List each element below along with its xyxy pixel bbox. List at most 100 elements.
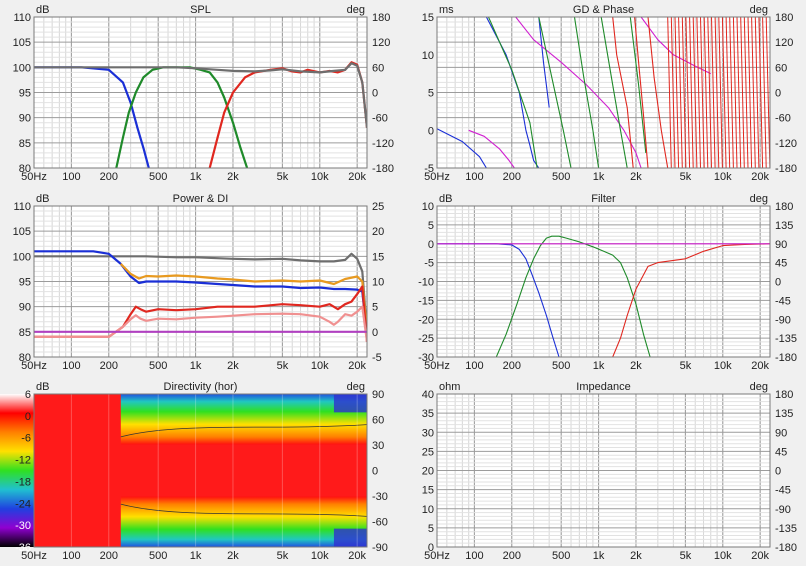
x-tick-label: 50Hz <box>424 550 450 562</box>
y-right-tick-label: 90 <box>372 389 384 401</box>
x-tick-label: 20k <box>751 360 769 372</box>
y-left-tick-label: 85 <box>19 138 31 150</box>
right-unit-label: deg <box>750 4 768 16</box>
x-tick-label: 500 <box>552 360 570 372</box>
y-left-tick-label: 15 <box>422 485 434 497</box>
x-tick-label: 5k <box>277 550 289 562</box>
x-tick-label: 100 <box>62 550 80 562</box>
x-tick-label: 20k <box>348 360 366 372</box>
y-left-tick-label: -25 <box>418 333 434 345</box>
chart-title: Directivity (hor) <box>164 381 238 393</box>
plot-border <box>436 16 771 169</box>
x-tick-label: 200 <box>100 360 118 372</box>
series-line-2 <box>612 243 770 357</box>
x-tick-label: 10k <box>714 171 732 183</box>
y-right-tick-label: -135 <box>775 333 797 345</box>
y-right-tick-label: -90 <box>775 314 791 326</box>
series-line-0 <box>437 243 560 357</box>
y-left-tick-label: 100 <box>13 251 31 263</box>
chart-title: Filter <box>591 193 616 205</box>
y-right-tick-label: 0 <box>372 88 378 100</box>
x-tick-label: 100 <box>465 171 483 183</box>
plot-border <box>33 205 368 358</box>
y-left-tick-label: 0 <box>428 542 434 554</box>
y-right-tick-label: -180 <box>775 352 797 364</box>
x-tick-label: 500 <box>552 171 570 183</box>
x-tick-label: 5k <box>680 550 692 562</box>
x-tick-label: 200 <box>503 360 521 372</box>
series-line-6 <box>487 17 538 168</box>
y-left-tick-label: 15 <box>422 12 434 24</box>
y-left-tick-label: 25 <box>422 446 434 458</box>
series-line-1 <box>485 17 540 168</box>
y-right-tick-label: -5 <box>372 352 382 364</box>
y-right-tick-label: -30 <box>372 491 388 503</box>
x-tick-label: 20k <box>348 171 366 183</box>
right-unit-label: deg <box>347 4 365 16</box>
y-right-tick-label: 45 <box>775 446 787 458</box>
x-tick-label: 10k <box>311 360 329 372</box>
x-tick-label: 5k <box>680 171 692 183</box>
x-tick-label: 5k <box>277 171 289 183</box>
y-right-tick-label: -120 <box>775 138 797 150</box>
y-right-tick-label: 0 <box>372 327 378 339</box>
y-left-tick-label: 90 <box>19 302 31 314</box>
y-left-tick-label: -30 <box>418 352 434 364</box>
y-left-tick-label: 0 <box>428 239 434 251</box>
y-right-tick-label: -60 <box>372 113 388 125</box>
right-unit-label: deg <box>347 381 365 393</box>
x-tick-label: 10k <box>714 550 732 562</box>
x-tick-label: 1k <box>190 171 202 183</box>
y-left-tick-label: 85 <box>19 327 31 339</box>
x-tick-label: 200 <box>503 171 521 183</box>
x-tick-label: 100 <box>62 360 80 372</box>
y-right-tick-label: 90 <box>775 239 787 251</box>
contour-line <box>120 424 368 438</box>
colorbar-tick-label: -30 <box>15 520 31 532</box>
series-line-9 <box>600 17 628 168</box>
y-right-tick-label: 10 <box>372 277 384 289</box>
x-tick-label: 5k <box>680 360 692 372</box>
x-tick-label: 2k <box>227 550 239 562</box>
x-tick-label: 200 <box>100 171 118 183</box>
y-left-tick-label: 5 <box>428 220 434 232</box>
power-di-chart: 50Hz 100 200 500 1k 2k 5k 10k 20k110105100959085… <box>13 193 385 372</box>
right-unit-label: deg <box>750 381 768 393</box>
y-right-tick-label: 180 <box>775 12 793 24</box>
x-tick-label: 1k <box>593 171 605 183</box>
series-line-10 <box>629 17 647 153</box>
x-tick-label: 2k <box>227 171 239 183</box>
series-line-3 <box>34 62 367 128</box>
left-unit-label: dB <box>439 193 452 205</box>
x-tick-label: 20k <box>751 171 769 183</box>
y-left-tick-label: 35 <box>422 408 434 420</box>
series-line-3 <box>34 285 367 342</box>
series-line-4 <box>34 305 367 343</box>
x-tick-label: 50Hz <box>21 550 47 562</box>
x-tick-label: 1k <box>593 550 605 562</box>
series-line-8 <box>573 17 600 168</box>
y-left-tick-label: 105 <box>13 226 31 238</box>
series-line-3 <box>468 129 515 168</box>
hf-beam-bottom <box>333 528 367 547</box>
directivity-top-band <box>120 394 368 445</box>
y-right-tick-label: -90 <box>775 504 791 516</box>
series-line-7 <box>538 17 572 168</box>
contour-line <box>120 503 368 517</box>
y-right-tick-label: 20 <box>372 226 384 238</box>
x-tick-label: 500 <box>149 360 167 372</box>
x-tick-label: 100 <box>465 360 483 372</box>
y-right-tick-label: 5 <box>372 302 378 314</box>
x-tick-label: 2k <box>630 171 642 183</box>
x-tick-label: 1k <box>190 360 202 372</box>
y-right-tick-label: -135 <box>775 523 797 535</box>
y-right-tick-label: 0 <box>372 466 378 478</box>
x-tick-label: 100 <box>62 171 80 183</box>
series-line-2 <box>538 17 550 108</box>
x-tick-label: 50Hz <box>21 171 47 183</box>
plot-border <box>33 16 368 169</box>
colorbar-tick-label: -24 <box>15 498 31 510</box>
y-right-tick-label: 180 <box>775 389 793 401</box>
x-tick-label: 200 <box>100 550 118 562</box>
colorbar-tick-label: -18 <box>15 476 31 488</box>
